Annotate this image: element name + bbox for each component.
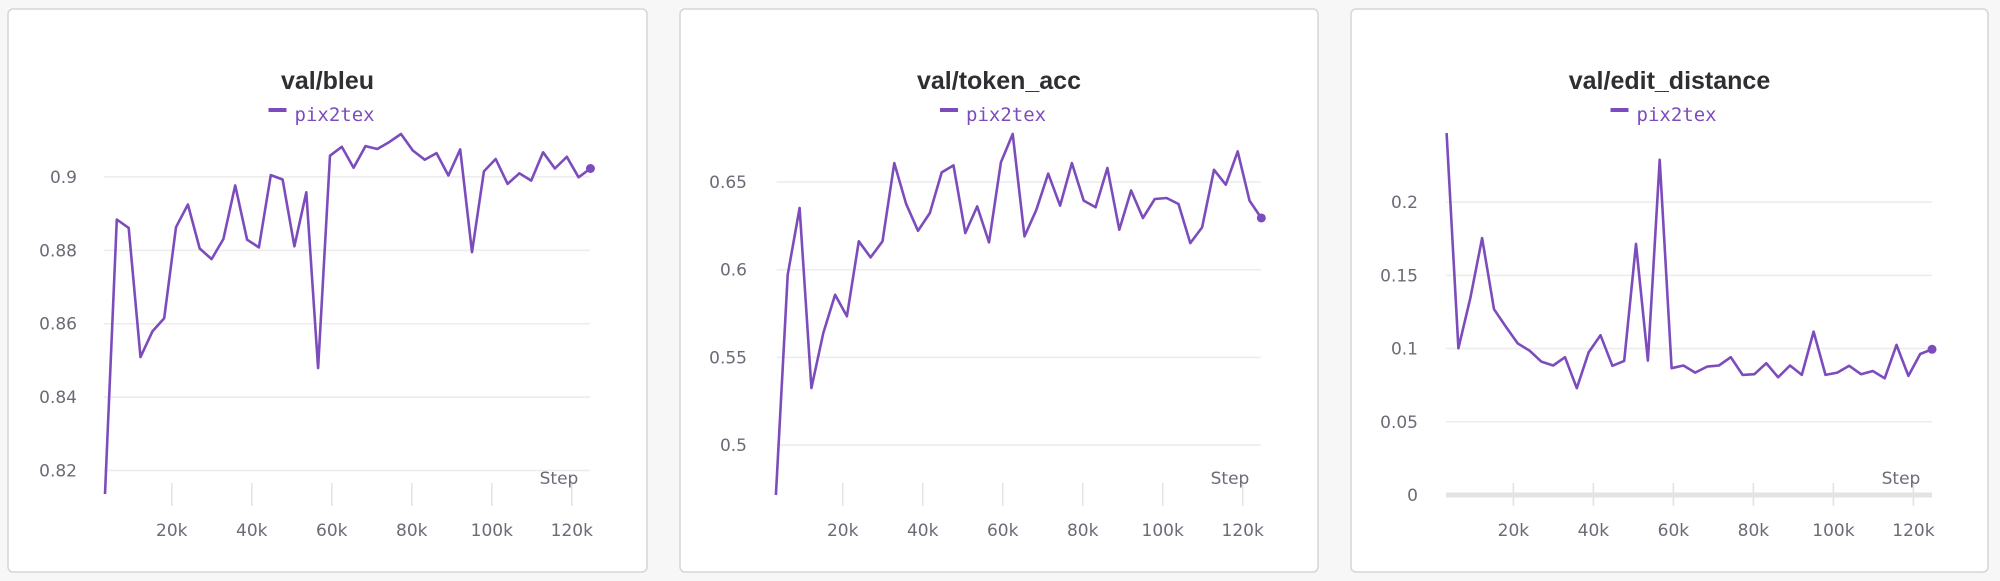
series-line-pix2tex (1445, 132, 1933, 390)
legend: pix2tex (268, 104, 375, 126)
x-tick-label: 120k (1222, 521, 1264, 541)
y-tick-label: 0.5 (720, 436, 747, 456)
legend-label: pix2tex (1637, 104, 1717, 126)
x-tick-label: 60k (316, 521, 348, 541)
chart-title: val/bleu (281, 67, 374, 95)
x-tick-label: 80k (396, 521, 428, 541)
x-tick-label: 40k (1578, 521, 1610, 541)
y-tick-label: 0.86 (39, 315, 77, 335)
x-tick-label: 20k (156, 521, 188, 541)
x-axis-label: Step (1211, 469, 1250, 489)
legend-swatch-icon (268, 108, 287, 112)
y-tick-label: 0.55 (709, 348, 747, 368)
x-tick-label: 20k (1498, 521, 1530, 541)
y-tick-label: 0.9 (50, 168, 77, 188)
y-tick-label: 0.15 (1380, 266, 1418, 286)
y-tick-label: 0.84 (39, 388, 77, 408)
y-tick-label: 0 (1407, 486, 1418, 506)
y-tick-label: 0.88 (39, 241, 77, 261)
last-data-point (1256, 213, 1266, 223)
x-tick-label: 100k (471, 521, 513, 541)
x-tick-label: 80k (1067, 521, 1099, 541)
legend: pix2tex (940, 104, 1046, 126)
x-tick-label: 40k (907, 521, 939, 541)
chart-title: val/token_acc (917, 67, 1081, 95)
x-tick-label: 40k (236, 521, 268, 541)
series-line-pix2tex (103, 132, 592, 495)
legend-label: pix2tex (966, 104, 1046, 126)
chart-title: val/edit_distance (1569, 67, 1771, 95)
panel-background (679, 8, 1319, 573)
x-axis-label: Step (540, 469, 579, 489)
panel-background (7, 8, 648, 573)
chart-panel-2: val/token_acc pix2tex 0.5 0.55 0.6 0.65 20k 40k… (679, 8, 1319, 573)
y-tick-label: 0.2 (1391, 193, 1418, 213)
y-tick-label: 0.05 (1380, 413, 1418, 433)
x-axis-label: Step (1882, 469, 1921, 489)
x-tick-label: 100k (1142, 521, 1184, 541)
legend-swatch-icon (940, 108, 958, 112)
x-tick-label: 80k (1738, 521, 1770, 541)
legend-swatch-icon (1610, 108, 1629, 112)
panel-background (1350, 8, 1989, 573)
y-tick-label: 0.82 (39, 462, 77, 482)
last-data-point (585, 163, 595, 173)
x-tick-label: 100k (1812, 521, 1854, 541)
chart-panel-3: val/edit_distance pix2tex 0 0.05 0.1 0.15 0.2 2… (1350, 8, 1989, 573)
x-tick-label: 60k (987, 521, 1019, 541)
x-tick-label: 60k (1658, 521, 1690, 541)
x-tick-label: 20k (827, 521, 859, 541)
y-tick-label: 0.1 (1391, 340, 1418, 360)
series-line-pix2tex (774, 132, 1263, 496)
x-tick-label: 120k (551, 521, 593, 541)
chart-panel-1: val/bleu pix2tex 0.82 0.84 0.86 0.88 0.9 20k 40k… (7, 8, 648, 573)
legend: pix2tex (1610, 104, 1717, 126)
legend-label: pix2tex (295, 104, 375, 126)
y-tick-label: 0.65 (709, 173, 747, 193)
y-tick-label: 0.6 (720, 261, 747, 281)
last-data-point (1927, 344, 1937, 354)
x-tick-label: 120k (1892, 521, 1934, 541)
